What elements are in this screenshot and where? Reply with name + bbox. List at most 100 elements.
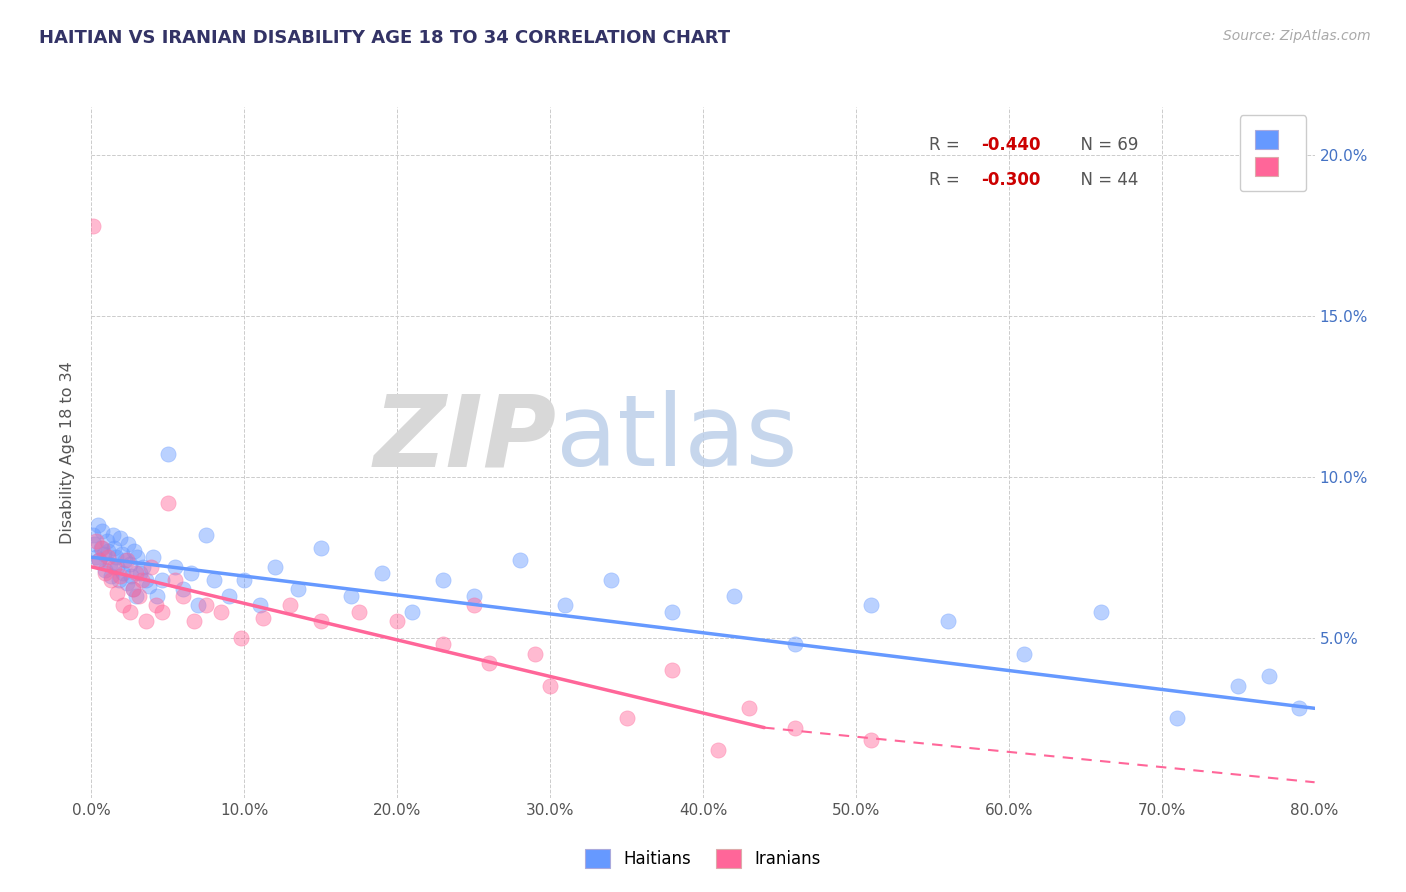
Point xyxy=(195,527,218,541)
Point xyxy=(101,527,124,541)
Point xyxy=(131,573,153,587)
Point xyxy=(156,447,179,461)
Point xyxy=(121,582,143,597)
Point xyxy=(209,605,232,619)
Point xyxy=(309,615,332,629)
Point xyxy=(138,579,160,593)
Point xyxy=(105,585,128,599)
Point xyxy=(82,219,104,233)
Point xyxy=(135,573,157,587)
Point xyxy=(738,701,761,715)
Point xyxy=(84,534,107,549)
Point xyxy=(463,589,485,603)
Point xyxy=(83,537,105,551)
Point xyxy=(340,589,363,603)
Point xyxy=(401,605,423,619)
Point xyxy=(183,615,205,629)
Point xyxy=(936,615,959,629)
Point xyxy=(600,573,623,587)
Point xyxy=(97,543,120,558)
Point xyxy=(115,553,138,567)
Point xyxy=(347,605,370,619)
Text: ZIP: ZIP xyxy=(373,391,557,487)
Point xyxy=(114,553,136,567)
Text: -0.300: -0.300 xyxy=(980,170,1040,188)
Point xyxy=(87,553,110,567)
Point xyxy=(112,566,135,581)
Point xyxy=(1288,701,1310,715)
Text: Source: ZipAtlas.com: Source: ZipAtlas.com xyxy=(1223,29,1371,43)
Point xyxy=(509,553,531,567)
Point xyxy=(231,631,253,645)
Point xyxy=(110,569,132,583)
Text: N = 44: N = 44 xyxy=(1070,170,1139,188)
Y-axis label: Disability Age 18 to 34: Disability Age 18 to 34 xyxy=(60,361,76,544)
Point xyxy=(120,569,142,583)
Point xyxy=(87,553,110,567)
Point xyxy=(150,605,173,619)
Point xyxy=(233,573,256,587)
Point xyxy=(127,550,149,565)
Point xyxy=(103,559,125,574)
Point xyxy=(1012,647,1035,661)
Point xyxy=(707,743,730,757)
Point xyxy=(112,599,135,613)
Point xyxy=(146,589,169,603)
Point xyxy=(523,647,546,661)
Point xyxy=(125,566,148,581)
Point xyxy=(249,599,271,613)
Legend: , : , xyxy=(1240,115,1306,191)
Point xyxy=(118,605,141,619)
Text: R =: R = xyxy=(929,136,966,154)
Point xyxy=(661,605,683,619)
Point xyxy=(860,733,883,747)
Point xyxy=(1257,669,1279,683)
Point xyxy=(111,547,134,561)
Point xyxy=(165,559,187,574)
Point xyxy=(145,599,167,613)
Point xyxy=(118,557,141,571)
Point xyxy=(110,531,132,545)
Point xyxy=(264,559,287,574)
Point xyxy=(538,679,561,693)
Point xyxy=(172,582,194,597)
Point xyxy=(463,599,485,613)
Point xyxy=(252,611,274,625)
Point xyxy=(385,615,409,629)
Point xyxy=(103,541,125,555)
Point xyxy=(723,589,745,603)
Point xyxy=(141,550,163,565)
Point xyxy=(94,563,117,577)
Point xyxy=(187,599,209,613)
Point xyxy=(94,566,117,581)
Text: N = 69: N = 69 xyxy=(1070,136,1139,154)
Point xyxy=(104,550,127,565)
Point xyxy=(309,541,332,555)
Point xyxy=(478,657,501,671)
Point xyxy=(98,557,121,571)
Point xyxy=(115,575,138,590)
Point xyxy=(287,582,309,597)
Point xyxy=(202,573,225,587)
Point xyxy=(432,573,454,587)
Point xyxy=(105,559,128,574)
Point xyxy=(278,599,301,613)
Text: R =: R = xyxy=(929,170,966,188)
Point xyxy=(100,569,122,583)
Point xyxy=(860,599,883,613)
Point xyxy=(121,582,143,597)
Point xyxy=(172,589,194,603)
Point xyxy=(783,721,806,735)
Point xyxy=(180,566,202,581)
Point xyxy=(661,663,683,677)
Point xyxy=(135,615,157,629)
Point xyxy=(82,527,104,541)
Point xyxy=(117,537,139,551)
Point xyxy=(91,524,114,539)
Point xyxy=(165,573,187,587)
Point xyxy=(86,518,108,533)
Point xyxy=(139,559,162,574)
Point xyxy=(108,573,131,587)
Text: -0.440: -0.440 xyxy=(980,136,1040,154)
Point xyxy=(97,550,120,565)
